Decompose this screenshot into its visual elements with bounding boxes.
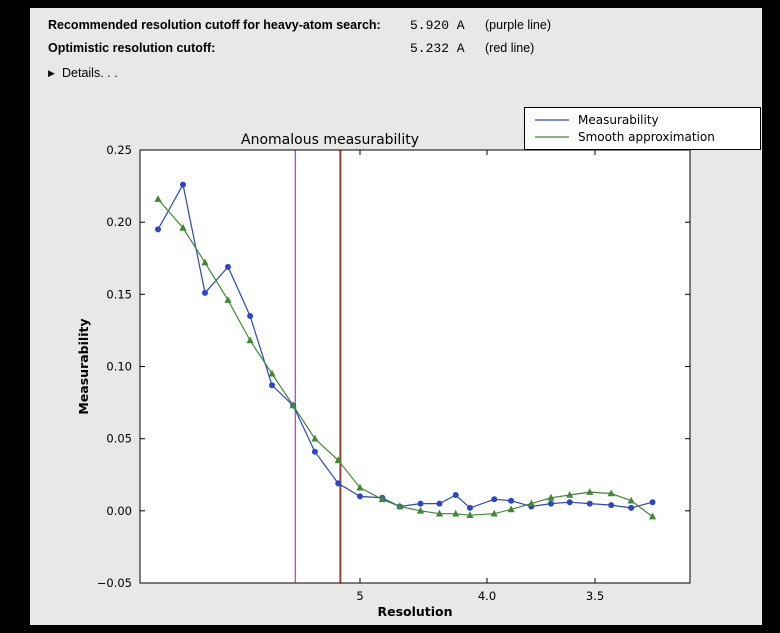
- x-tick-label: 4.0: [478, 589, 496, 603]
- optimistic-cutoff-label: Optimistic resolution cutoff:: [48, 41, 216, 55]
- anomalous-measurability-chart: 5 4.0 3.5 0.25 0.20 0.15 0.10 0.05 0.00 −0.05 Anom…: [76, 132, 691, 619]
- details-toggle[interactable]: ▶ Details. . .: [48, 66, 118, 80]
- recommended-cutoff-row: Recommended resolution cutoff for heavy-…: [48, 18, 756, 33]
- recommended-cutoff-label: Recommended resolution cutoff for heavy-…: [48, 18, 381, 32]
- legend-entry-measurability: Measurability: [533, 113, 752, 127]
- y-tick-label: −0.05: [97, 576, 132, 590]
- optimistic-cutoff-value: 5.232 A: [410, 41, 465, 56]
- axes-border: [139, 149, 691, 584]
- optimistic-cutoff-row: Optimistic resolution cutoff: 5.232 A (r…: [48, 41, 756, 56]
- legend-label-measurability: Measurability: [578, 112, 659, 127]
- y-tick-label: 0.20: [106, 215, 132, 229]
- recommended-cutoff-value: 5.920 A: [410, 18, 465, 33]
- y-tick-label: 0.05: [106, 432, 132, 446]
- results-panel: Recommended resolution cutoff for heavy-…: [30, 8, 762, 625]
- details-disclosure-icon: ▶: [48, 67, 55, 78]
- smooth-series-markers: [154, 195, 657, 520]
- legend-entry-smooth: Smooth approximation: [533, 130, 752, 144]
- measurability-legend-line: [535, 119, 569, 121]
- x-tick-label: 5: [356, 589, 363, 603]
- legend-label-smooth: Smooth approximation: [578, 130, 715, 145]
- smooth-legend-line: [535, 136, 569, 138]
- plot-background: [140, 150, 690, 583]
- x-tick-label: 3.5: [586, 589, 604, 603]
- chart-area: 5 4.0 3.5 0.25 0.20 0.15 0.10 0.05 0.00 −0.05 Anom…: [30, 103, 762, 625]
- recommended-cutoff-note: (purple line): [485, 18, 552, 32]
- x-axis-label: Resolution: [377, 604, 452, 619]
- y-tick-label: 0.00: [106, 504, 132, 518]
- chart-title: Anomalous measurability: [241, 132, 419, 148]
- y-tick-label: 0.15: [106, 287, 132, 301]
- optimistic-cutoff-note: (red line): [485, 41, 535, 55]
- y-tick-label: 0.25: [106, 143, 132, 157]
- chart-legend: Measurability Smooth approximation: [524, 107, 761, 150]
- y-tick-label: 0.10: [106, 360, 132, 374]
- y-axis-label: Measurability: [76, 318, 91, 414]
- details-label: Details. . .: [62, 66, 118, 80]
